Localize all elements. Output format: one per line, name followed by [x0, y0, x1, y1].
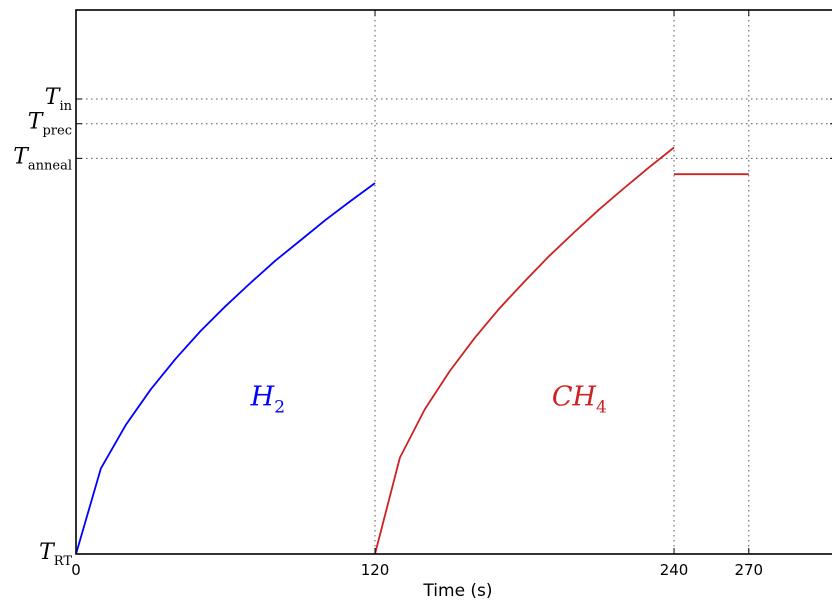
plot-frame — [75, 9, 832, 555]
series-line-1 — [75, 182, 376, 555]
x-axis-label: Time (s) — [422, 581, 492, 601]
x-tick-label: 240 — [660, 561, 689, 579]
x-tick-label: 120 — [361, 561, 390, 579]
series-annotation: CH4 — [552, 382, 607, 418]
series-layer — [75, 146, 749, 555]
y-tick-label: TRT — [39, 540, 72, 569]
x-tick-label: 0 — [71, 561, 81, 579]
x-tick-label: 270 — [734, 561, 763, 579]
y-tick-label: Tprec — [28, 110, 72, 139]
y-tick-label: Tin — [45, 85, 73, 114]
series-annotation: H2 — [250, 382, 285, 418]
y-tick-label: Tanneal — [13, 144, 72, 173]
series-line-2 — [374, 146, 675, 555]
grid-layer — [76, 10, 832, 554]
annotation-layer: H2 CH4 — [250, 382, 607, 418]
